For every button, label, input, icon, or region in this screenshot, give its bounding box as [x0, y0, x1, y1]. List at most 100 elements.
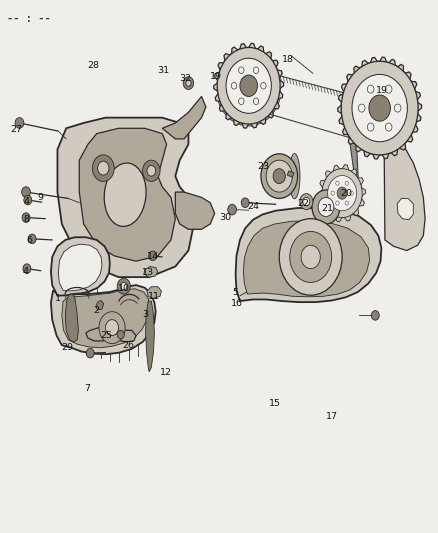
Polygon shape	[79, 128, 175, 261]
Polygon shape	[236, 208, 381, 302]
Circle shape	[231, 83, 237, 89]
Text: 9: 9	[38, 193, 44, 202]
Circle shape	[331, 191, 335, 195]
Polygon shape	[384, 134, 425, 251]
Polygon shape	[86, 328, 112, 341]
Text: 4: 4	[23, 268, 28, 276]
Polygon shape	[57, 118, 193, 277]
Polygon shape	[162, 96, 206, 139]
Circle shape	[322, 168, 362, 217]
Text: 24: 24	[247, 202, 259, 211]
Circle shape	[147, 165, 155, 176]
Circle shape	[121, 282, 127, 290]
Circle shape	[290, 231, 332, 282]
Text: -- : --: -- : --	[7, 14, 51, 24]
Text: 23: 23	[258, 162, 270, 171]
Circle shape	[303, 197, 310, 206]
Circle shape	[228, 204, 237, 215]
Circle shape	[21, 187, 30, 197]
Circle shape	[345, 201, 349, 205]
Text: 28: 28	[87, 61, 99, 70]
Circle shape	[240, 75, 258, 96]
Text: 15: 15	[269, 399, 281, 408]
Polygon shape	[96, 301, 104, 310]
Polygon shape	[175, 192, 215, 229]
Circle shape	[261, 154, 297, 198]
Text: 20: 20	[340, 189, 353, 198]
Circle shape	[318, 197, 334, 216]
Circle shape	[367, 123, 374, 131]
Polygon shape	[65, 294, 78, 342]
Circle shape	[367, 85, 374, 93]
Circle shape	[371, 311, 379, 320]
Polygon shape	[51, 237, 110, 296]
Polygon shape	[147, 287, 161, 298]
Ellipse shape	[104, 163, 146, 227]
Circle shape	[266, 160, 292, 192]
Circle shape	[336, 181, 339, 185]
Text: 32: 32	[179, 74, 191, 83]
Circle shape	[241, 198, 249, 207]
Circle shape	[149, 251, 156, 261]
Circle shape	[385, 85, 392, 93]
Circle shape	[273, 168, 286, 183]
Polygon shape	[338, 57, 422, 159]
Polygon shape	[287, 171, 294, 177]
Text: 5: 5	[233, 287, 239, 296]
Text: 25: 25	[100, 331, 113, 340]
Text: 11: 11	[148, 292, 160, 301]
Polygon shape	[117, 330, 136, 342]
Circle shape	[239, 67, 244, 74]
Polygon shape	[144, 266, 158, 277]
Circle shape	[301, 245, 320, 269]
Text: 3: 3	[143, 310, 149, 319]
Circle shape	[300, 193, 313, 209]
Text: 22: 22	[297, 199, 309, 208]
Circle shape	[253, 98, 259, 104]
Text: 30: 30	[219, 213, 232, 222]
Circle shape	[341, 61, 418, 155]
Circle shape	[117, 278, 131, 294]
Text: 8: 8	[23, 215, 29, 224]
Circle shape	[217, 47, 280, 124]
Text: 12: 12	[160, 368, 172, 377]
Circle shape	[279, 219, 342, 295]
Circle shape	[99, 312, 125, 344]
Circle shape	[186, 80, 191, 86]
Polygon shape	[318, 165, 366, 222]
Circle shape	[336, 201, 339, 205]
Text: 14: 14	[147, 253, 159, 261]
Circle shape	[394, 104, 401, 112]
Circle shape	[261, 83, 266, 89]
Circle shape	[253, 67, 259, 74]
Text: 29: 29	[61, 343, 73, 352]
Polygon shape	[51, 285, 155, 354]
Circle shape	[106, 320, 119, 336]
Text: 19: 19	[209, 71, 222, 80]
Text: 1: 1	[54, 294, 60, 303]
Text: 7: 7	[84, 384, 90, 393]
Text: 2: 2	[93, 305, 99, 314]
Text: 18: 18	[282, 55, 294, 63]
Circle shape	[86, 349, 94, 358]
Polygon shape	[62, 289, 149, 348]
Polygon shape	[58, 244, 102, 291]
Polygon shape	[146, 301, 154, 372]
Text: 6: 6	[26, 237, 32, 246]
Text: 26: 26	[122, 341, 134, 350]
Circle shape	[28, 234, 36, 244]
Circle shape	[352, 75, 407, 142]
Text: 16: 16	[231, 299, 244, 308]
Text: 31: 31	[157, 67, 169, 75]
Circle shape	[15, 118, 24, 128]
Circle shape	[385, 123, 392, 131]
Circle shape	[358, 104, 365, 112]
Circle shape	[183, 77, 194, 90]
Circle shape	[117, 330, 124, 339]
Polygon shape	[244, 221, 370, 297]
Circle shape	[226, 58, 271, 114]
Circle shape	[369, 95, 390, 121]
Text: 13: 13	[142, 269, 154, 277]
Circle shape	[98, 161, 109, 175]
Circle shape	[24, 195, 32, 205]
